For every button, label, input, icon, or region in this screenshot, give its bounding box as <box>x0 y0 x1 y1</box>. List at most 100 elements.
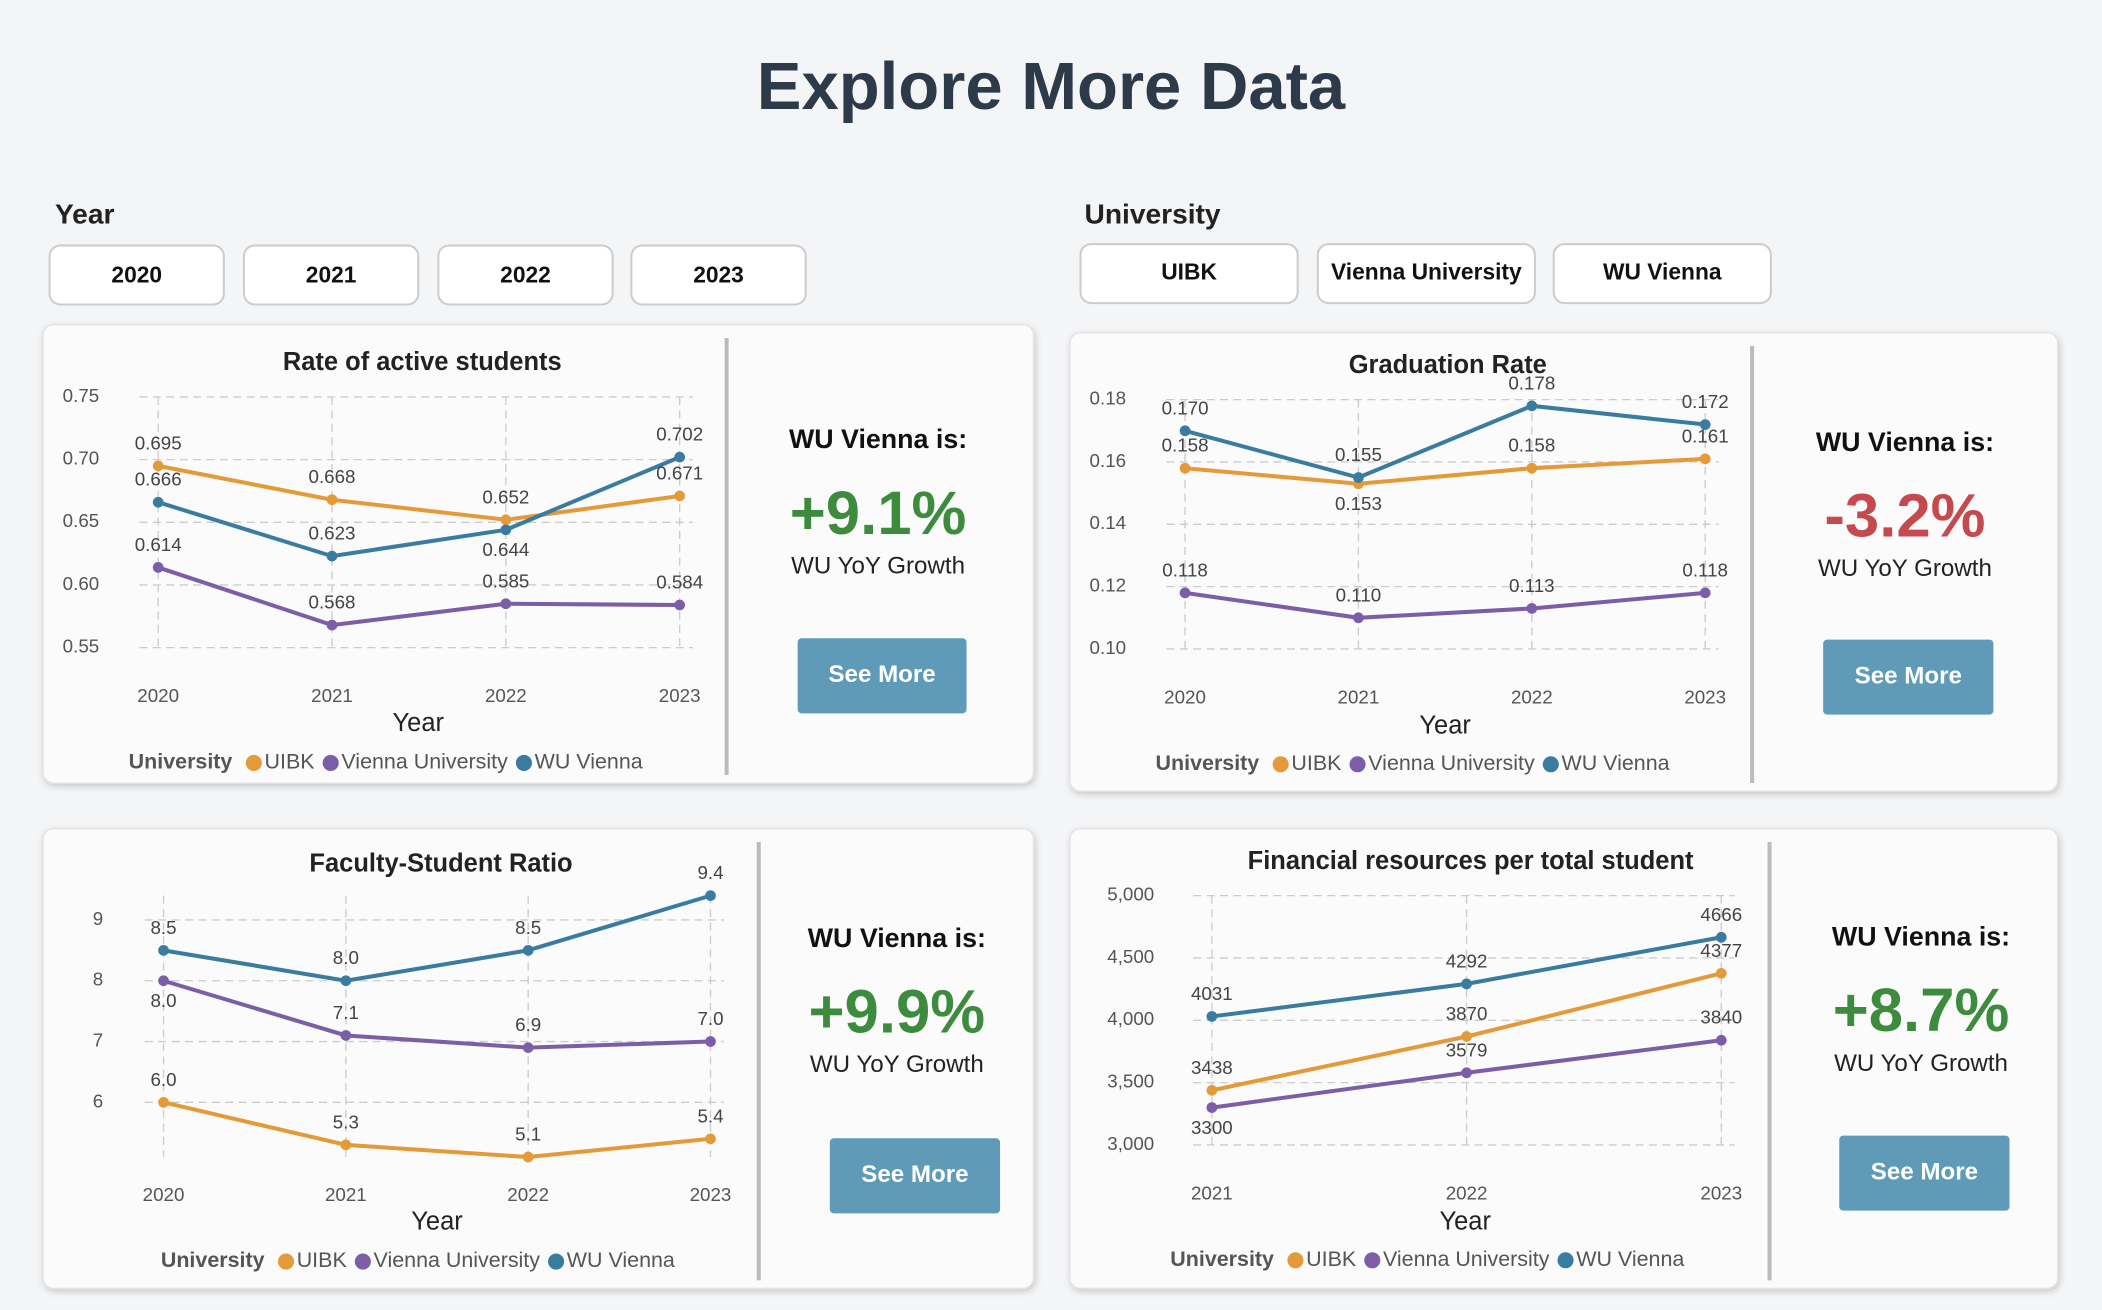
button-label[interactable]: UIBK <box>1161 259 1217 285</box>
see-more-button[interactable]: See More <box>1839 1135 2010 1211</box>
data-point <box>340 1030 352 1041</box>
y-tick-label: 8 <box>93 969 103 990</box>
x-axis-title: Year <box>1419 711 1471 739</box>
x-tick-label: 2020 <box>137 685 179 706</box>
kpi-heading: WU Vienna is: <box>789 424 967 454</box>
kpi-caption: WU YoY Growth <box>791 553 965 580</box>
data-label: 0.668 <box>309 466 356 487</box>
card-box <box>42 827 1035 1290</box>
legend-marker <box>245 754 262 771</box>
data-label: 0.644 <box>482 539 529 560</box>
data-label: 0.702 <box>656 424 703 445</box>
button-label[interactable]: 2022 <box>500 261 551 287</box>
x-tick-label: 2022 <box>507 1184 549 1205</box>
data-label: 6.0 <box>151 1069 177 1090</box>
filter-button[interactable]: Vienna University <box>1316 243 1536 305</box>
kpi-value: +9.9% <box>809 978 986 1047</box>
data-point <box>705 890 716 901</box>
button-label[interactable]: 2023 <box>693 261 744 287</box>
see-more-button[interactable]: See More <box>1823 639 1994 715</box>
button-label[interactable]: See More <box>1855 662 1962 689</box>
x-tick-label: 2021 <box>1338 687 1380 708</box>
data-label: 4377 <box>1700 940 1742 961</box>
series-line <box>157 565 680 628</box>
data-point <box>674 599 686 611</box>
y-tick-label: 0.12 <box>1090 575 1127 596</box>
button-label[interactable]: 2020 <box>111 261 162 287</box>
data-label: 0.118 <box>1162 559 1208 580</box>
button-label[interactable]: See More <box>828 661 935 688</box>
legend-label: UIBK <box>1291 751 1342 775</box>
filter-button[interactable]: UIBK <box>1079 243 1299 305</box>
filter-button[interactable]: 2023 <box>630 244 807 306</box>
data-point <box>326 619 338 631</box>
data-label: 5.1 <box>515 1124 541 1145</box>
data-label: 0.153 <box>1335 493 1382 514</box>
x-tick-label: 2022 <box>1446 1183 1488 1204</box>
button-label[interactable]: See More <box>1871 1159 1978 1186</box>
x-tick-label: 2021 <box>1191 1183 1233 1204</box>
button-box <box>1316 243 1536 305</box>
filter-button[interactable]: 2022 <box>437 244 614 306</box>
data-label: 4666 <box>1700 904 1742 925</box>
filter-button[interactable]: 2021 <box>242 244 420 306</box>
legend-label: UIBK <box>1306 1247 1357 1271</box>
data-label: 0.178 <box>1508 372 1555 393</box>
y-tick-label: 3,000 <box>1107 1133 1154 1154</box>
x-tick-label: 2023 <box>690 1184 732 1205</box>
button-box <box>1839 1135 2010 1211</box>
data-label: 8.0 <box>333 947 359 968</box>
card-box <box>1069 331 2059 792</box>
legend-label: Vienna University <box>341 750 508 774</box>
x-tick-label: 2023 <box>1684 687 1726 708</box>
filter-button[interactable]: WU Vienna <box>1552 243 1772 305</box>
data-label: 0.666 <box>135 469 182 490</box>
data-point <box>1353 472 1364 483</box>
legend-marker <box>354 1253 371 1270</box>
data-point <box>1179 462 1191 474</box>
kpi-heading: WU Vienna is: <box>808 923 986 953</box>
kpi-caption: WU YoY Growth <box>810 1051 984 1078</box>
legend-marker <box>548 1253 565 1270</box>
see-more-button[interactable]: See More <box>797 638 967 714</box>
y-tick-label: 4,000 <box>1107 1008 1154 1029</box>
data-point <box>1715 931 1727 943</box>
x-tick-label: 2022 <box>1511 687 1553 708</box>
data-label: 0.614 <box>135 534 182 555</box>
series-line <box>1184 403 1706 480</box>
data-point <box>158 944 169 956</box>
series-line <box>1184 590 1706 620</box>
see-more-button[interactable]: See More <box>829 1138 1001 1214</box>
data-label: 0.623 <box>309 523 356 544</box>
page-title: Explore More Data <box>757 49 1346 124</box>
button-label[interactable]: WU Vienna <box>1603 259 1722 285</box>
series-line <box>162 978 711 1050</box>
y-tick-label: 3,500 <box>1107 1071 1154 1092</box>
kpi-heading: WU Vienna is: <box>1832 922 2010 952</box>
data-point <box>1526 462 1538 474</box>
data-point <box>1699 419 1711 430</box>
data-label: 3870 <box>1446 1003 1488 1024</box>
data-point <box>1699 453 1711 465</box>
x-tick-label: 2023 <box>659 685 701 706</box>
data-label: 3300 <box>1191 1117 1233 1138</box>
button-label[interactable]: See More <box>861 1161 968 1188</box>
data-point <box>522 1151 534 1163</box>
kpi-heading: WU Vienna is: <box>1816 427 1994 457</box>
y-tick-label: 0.18 <box>1090 388 1127 409</box>
button-label[interactable]: 2021 <box>306 261 357 287</box>
x-axis-title: Year <box>411 1207 463 1235</box>
filter-button[interactable]: 2020 <box>48 244 225 306</box>
data-label: 0.161 <box>1682 425 1729 446</box>
legend-label: Vienna University <box>374 1248 541 1272</box>
kpi-caption: WU YoY Growth <box>1818 555 1992 582</box>
legend-marker <box>1349 756 1366 773</box>
button-label[interactable]: Vienna University <box>1331 259 1522 285</box>
data-point <box>340 975 352 987</box>
series-line <box>157 455 681 559</box>
legend-label: WU Vienna <box>1562 751 1670 775</box>
data-point <box>1715 1034 1727 1046</box>
data-label: 8.5 <box>151 917 177 938</box>
chart-card: Rate of active students 0.55 0.60 0.65 0.70 0… <box>42 323 1035 784</box>
